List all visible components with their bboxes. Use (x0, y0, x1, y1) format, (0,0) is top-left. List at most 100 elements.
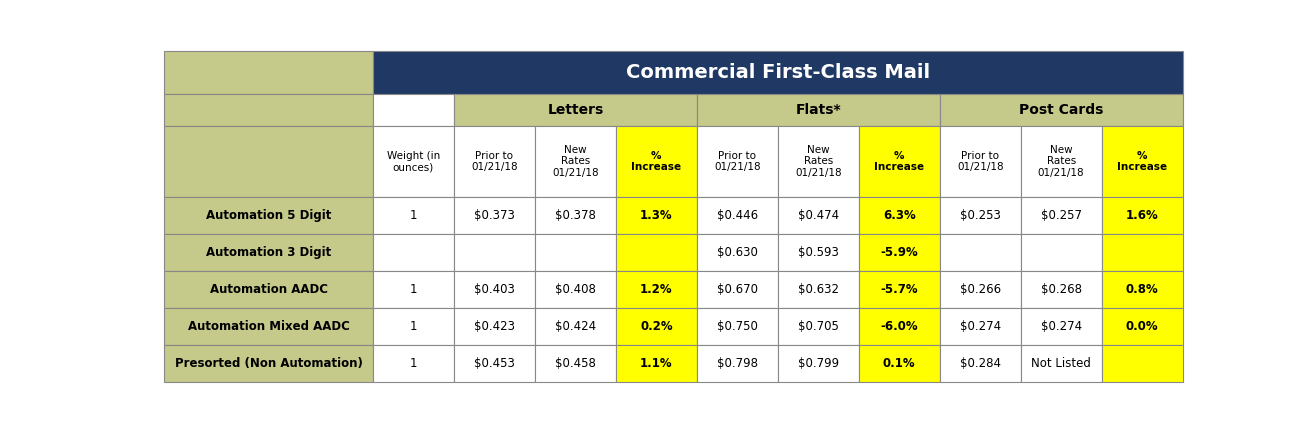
Bar (373, 271, 453, 308)
Text: $0.378: $0.378 (555, 209, 595, 222)
Text: New
Rates
01/21/18: New Rates 01/21/18 (552, 145, 599, 178)
Bar (1101, 308, 1183, 345)
Bar (535, 126, 616, 197)
Bar (696, 197, 778, 234)
Bar (778, 197, 859, 234)
Text: Prior to
01/21/18: Prior to 01/21/18 (714, 151, 761, 172)
Bar (940, 197, 1021, 234)
Text: $0.424: $0.424 (555, 320, 597, 333)
Text: $0.799: $0.799 (798, 357, 838, 370)
Bar (696, 94, 940, 126)
Bar (696, 271, 778, 308)
Text: New
Rates
01/21/18: New Rates 01/21/18 (1038, 145, 1084, 178)
Bar (164, 94, 373, 126)
Text: $0.474: $0.474 (798, 209, 838, 222)
Text: -5.9%: -5.9% (880, 246, 918, 259)
Bar (940, 94, 1183, 126)
Bar (616, 126, 696, 197)
Bar (1021, 197, 1101, 234)
Bar (164, 308, 373, 345)
Text: Automation Mixed AADC: Automation Mixed AADC (188, 320, 350, 333)
Bar (940, 271, 1021, 308)
Bar (453, 234, 535, 271)
Bar (696, 126, 778, 197)
Bar (1021, 271, 1101, 308)
Text: 1: 1 (410, 209, 418, 222)
Bar (1021, 126, 1101, 197)
Text: Prior to
01/21/18: Prior to 01/21/18 (472, 151, 518, 172)
Bar (1021, 345, 1101, 382)
Bar (859, 345, 940, 382)
Text: Weight (in
ounces): Weight (in ounces) (386, 151, 440, 172)
Text: $0.253: $0.253 (959, 209, 1001, 222)
Text: $0.458: $0.458 (555, 357, 595, 370)
Bar (1101, 345, 1183, 382)
Text: $0.705: $0.705 (798, 320, 838, 333)
Bar (696, 234, 778, 271)
Text: $0.268: $0.268 (1041, 283, 1081, 296)
Bar (164, 345, 373, 382)
Bar (1021, 234, 1101, 271)
Text: 1: 1 (410, 320, 418, 333)
Text: 1.1%: 1.1% (640, 357, 673, 370)
Bar (164, 271, 373, 308)
Bar (859, 126, 940, 197)
Bar (859, 197, 940, 234)
Bar (164, 51, 373, 94)
Bar (373, 94, 453, 126)
Bar (453, 308, 535, 345)
Text: 1.2%: 1.2% (640, 283, 673, 296)
Text: $0.423: $0.423 (474, 320, 515, 333)
Bar (696, 345, 778, 382)
Text: -6.0%: -6.0% (880, 320, 918, 333)
Text: 1.3%: 1.3% (640, 209, 673, 222)
Text: Presorted (Non Automation): Presorted (Non Automation) (175, 357, 363, 370)
Text: $0.274: $0.274 (959, 320, 1001, 333)
Text: Automation AADC: Automation AADC (210, 283, 327, 296)
Bar (940, 126, 1021, 197)
Bar (535, 345, 616, 382)
Bar (1101, 234, 1183, 271)
Text: 0.1%: 0.1% (883, 357, 916, 370)
Bar (535, 308, 616, 345)
Text: $0.403: $0.403 (474, 283, 515, 296)
Text: $0.750: $0.750 (717, 320, 758, 333)
Bar (859, 234, 940, 271)
Text: $0.798: $0.798 (717, 357, 758, 370)
Text: 1: 1 (410, 283, 418, 296)
Bar (778, 234, 859, 271)
Bar (1021, 308, 1101, 345)
Bar (373, 197, 453, 234)
Text: 1: 1 (410, 357, 418, 370)
Bar (453, 345, 535, 382)
Text: $0.446: $0.446 (716, 209, 758, 222)
Text: New
Rates
01/21/18: New Rates 01/21/18 (795, 145, 841, 178)
Bar (373, 308, 453, 345)
Bar (778, 126, 859, 197)
Text: Automation 5 Digit: Automation 5 Digit (206, 209, 331, 222)
Bar (616, 308, 696, 345)
Text: $0.373: $0.373 (474, 209, 515, 222)
Text: Automation 3 Digit: Automation 3 Digit (206, 246, 331, 259)
Text: Flats*: Flats* (795, 103, 841, 117)
Bar (616, 197, 696, 234)
Text: Commercial First-Class Mail: Commercial First-Class Mail (625, 63, 930, 82)
Bar (373, 345, 453, 382)
Bar (1101, 271, 1183, 308)
Text: 0.0%: 0.0% (1126, 320, 1159, 333)
Bar (373, 51, 1183, 94)
Text: $0.453: $0.453 (474, 357, 515, 370)
Text: -5.7%: -5.7% (880, 283, 918, 296)
Bar (535, 271, 616, 308)
Bar (859, 308, 940, 345)
Text: $0.632: $0.632 (798, 283, 838, 296)
Bar (164, 234, 373, 271)
Text: %
Increase: % Increase (1117, 151, 1167, 172)
Text: Not Listed: Not Listed (1031, 357, 1091, 370)
Text: Prior to
01/21/18: Prior to 01/21/18 (957, 151, 1004, 172)
Text: 0.8%: 0.8% (1126, 283, 1159, 296)
Bar (164, 197, 373, 234)
Text: 6.3%: 6.3% (883, 209, 916, 222)
Bar (940, 345, 1021, 382)
Text: $0.274: $0.274 (1041, 320, 1081, 333)
